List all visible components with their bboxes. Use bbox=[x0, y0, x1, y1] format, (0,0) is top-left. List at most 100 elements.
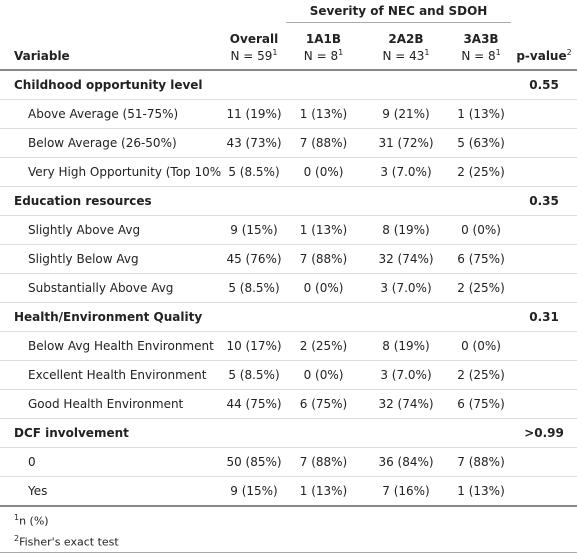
item-row: 0 50 (85%) 7 (88%) 36 (84%) 7 (88%) bbox=[0, 447, 577, 477]
column-header: Overall N = 591 bbox=[222, 22, 286, 71]
footnote-mark: 1 bbox=[338, 48, 344, 57]
cell: 0 (0%) bbox=[451, 331, 512, 361]
spanner: Severity of NEC and SDOH bbox=[286, 0, 512, 23]
group-row: Childhood opportunity level 0.55 bbox=[0, 70, 577, 100]
cell: 0 (0%) bbox=[286, 360, 361, 390]
row-label: Slightly Above Avg bbox=[0, 215, 222, 245]
item-row: Substantially Above Avg 5 (8.5%) 0 (0%) 3 (… bbox=[0, 273, 577, 303]
cell: 1 (13%) bbox=[286, 99, 361, 129]
cell: 5 (8.5%) bbox=[222, 360, 286, 390]
cell: 11 (19%) bbox=[222, 99, 286, 129]
cell: 7 (88%) bbox=[286, 447, 361, 477]
column-name: Variable bbox=[14, 49, 70, 63]
row-label: Good Health Environment bbox=[0, 389, 222, 419]
footnote-text: Fisher's exact test bbox=[19, 535, 119, 549]
cell: 6 (75%) bbox=[451, 389, 512, 419]
column-name: 2A2B bbox=[388, 32, 424, 46]
p-value: 0.55 bbox=[511, 70, 577, 100]
cell: 2 (25%) bbox=[451, 157, 512, 187]
column-header: p-value2 bbox=[511, 22, 577, 71]
item-row: Yes 9 (15%) 1 (13%) 7 (16%) 1 (13%) bbox=[0, 476, 577, 506]
cell: 0 (0%) bbox=[286, 273, 361, 303]
row-label: Slightly Below Avg bbox=[0, 244, 222, 274]
cell: 44 (75%) bbox=[222, 389, 286, 419]
row-label: Very High Opportunity (Top 10%) bbox=[0, 157, 222, 187]
cell: 7 (88%) bbox=[286, 244, 361, 274]
blank bbox=[0, 0, 286, 23]
header-row: Variable Overall N = 591 1A1B N = 81 2A2B N = … bbox=[0, 22, 577, 71]
row-label: Excellent Health Environment bbox=[0, 360, 222, 390]
footnote: 2Fisher's exact test bbox=[0, 530, 577, 553]
cell: 8 (19%) bbox=[361, 331, 451, 361]
column-name: 1A1B bbox=[305, 32, 342, 46]
cell: 9 (15%) bbox=[222, 476, 286, 506]
row-label: Below Average (26-50%) bbox=[0, 128, 222, 158]
blank bbox=[511, 244, 577, 274]
cell: 50 (85%) bbox=[222, 447, 286, 477]
spanner-row: Severity of NEC and SDOH bbox=[0, 0, 577, 23]
blank bbox=[511, 476, 577, 506]
item-row: Excellent Health Environment 5 (8.5%) 0 (0… bbox=[0, 360, 577, 390]
cell: 7 (88%) bbox=[451, 447, 512, 477]
cell: 1 (13%) bbox=[451, 99, 512, 129]
footnote-text: n (%) bbox=[19, 514, 49, 528]
row-label: Substantially Above Avg bbox=[0, 273, 222, 303]
column-name: 3A3B bbox=[463, 32, 499, 46]
footnote: 1n (%) bbox=[0, 509, 577, 530]
column-name: p-value bbox=[516, 49, 567, 63]
cell: 3 (7.0%) bbox=[361, 360, 451, 390]
cell: 9 (21%) bbox=[361, 99, 451, 129]
blank bbox=[511, 0, 577, 23]
cell: 0 (0%) bbox=[286, 157, 361, 187]
p-value: 0.31 bbox=[511, 302, 577, 332]
cell: 5 (8.5%) bbox=[222, 157, 286, 187]
group-label: DCF involvement bbox=[0, 418, 512, 448]
group-label: Education resources bbox=[0, 186, 512, 216]
blank bbox=[511, 157, 577, 187]
cell: 5 (8.5%) bbox=[222, 273, 286, 303]
item-row: Below Avg Health Environment 10 (17%) 2 (2… bbox=[0, 331, 577, 361]
row-label: 0 bbox=[0, 447, 222, 477]
row-label: Below Avg Health Environment bbox=[0, 331, 222, 361]
cell: 6 (75%) bbox=[451, 244, 512, 274]
column-n: N = 59 bbox=[230, 49, 273, 63]
cell: 32 (74%) bbox=[361, 389, 451, 419]
cell: 32 (74%) bbox=[361, 244, 451, 274]
column-header: 2A2B N = 431 bbox=[361, 22, 451, 71]
item-row: Very High Opportunity (Top 10%) 5 (8.5%) 0… bbox=[0, 157, 577, 187]
blank bbox=[511, 215, 577, 245]
group-row: Education resources 0.35 bbox=[0, 186, 577, 216]
blank bbox=[511, 360, 577, 390]
cell: 10 (17%) bbox=[222, 331, 286, 361]
blank bbox=[511, 128, 577, 158]
group-label: Health/Environment Quality bbox=[0, 302, 512, 332]
cell: 43 (73%) bbox=[222, 128, 286, 158]
cell: 1 (13%) bbox=[286, 215, 361, 245]
p-value: >0.99 bbox=[511, 418, 577, 448]
item-row: Above Average (51-75%) 11 (19%) 1 (13%) 9 (… bbox=[0, 99, 577, 129]
group-row: Health/Environment Quality 0.31 bbox=[0, 302, 577, 332]
cell: 36 (84%) bbox=[361, 447, 451, 477]
item-row: Slightly Below Avg 45 (76%) 7 (88%) 32 (74%… bbox=[0, 244, 577, 274]
cell: 7 (16%) bbox=[361, 476, 451, 506]
footnotes: 1n (%) 2Fisher's exact test bbox=[0, 505, 577, 553]
table: Severity of NEC and SDOH Variable Overall… bbox=[0, 0, 577, 506]
cell: 45 (76%) bbox=[222, 244, 286, 274]
row-label: Yes bbox=[0, 476, 222, 506]
footnote-mark: 1 bbox=[495, 48, 501, 57]
cell: 3 (7.0%) bbox=[361, 273, 451, 303]
group-row: DCF involvement >0.99 bbox=[0, 418, 577, 448]
cell: 2 (25%) bbox=[451, 273, 512, 303]
column-header: 3A3B N = 81 bbox=[451, 22, 512, 71]
blank bbox=[511, 389, 577, 419]
cell: 3 (7.0%) bbox=[361, 157, 451, 187]
item-row: Good Health Environment 44 (75%) 6 (75%) 32… bbox=[0, 389, 577, 419]
column-name: Overall bbox=[229, 32, 279, 46]
cell: 1 (13%) bbox=[451, 476, 512, 506]
group-label: Childhood opportunity level bbox=[0, 70, 512, 100]
row-label: Above Average (51-75%) bbox=[0, 99, 222, 129]
cell: 31 (72%) bbox=[361, 128, 451, 158]
cell: 7 (88%) bbox=[286, 128, 361, 158]
blank bbox=[511, 99, 577, 129]
